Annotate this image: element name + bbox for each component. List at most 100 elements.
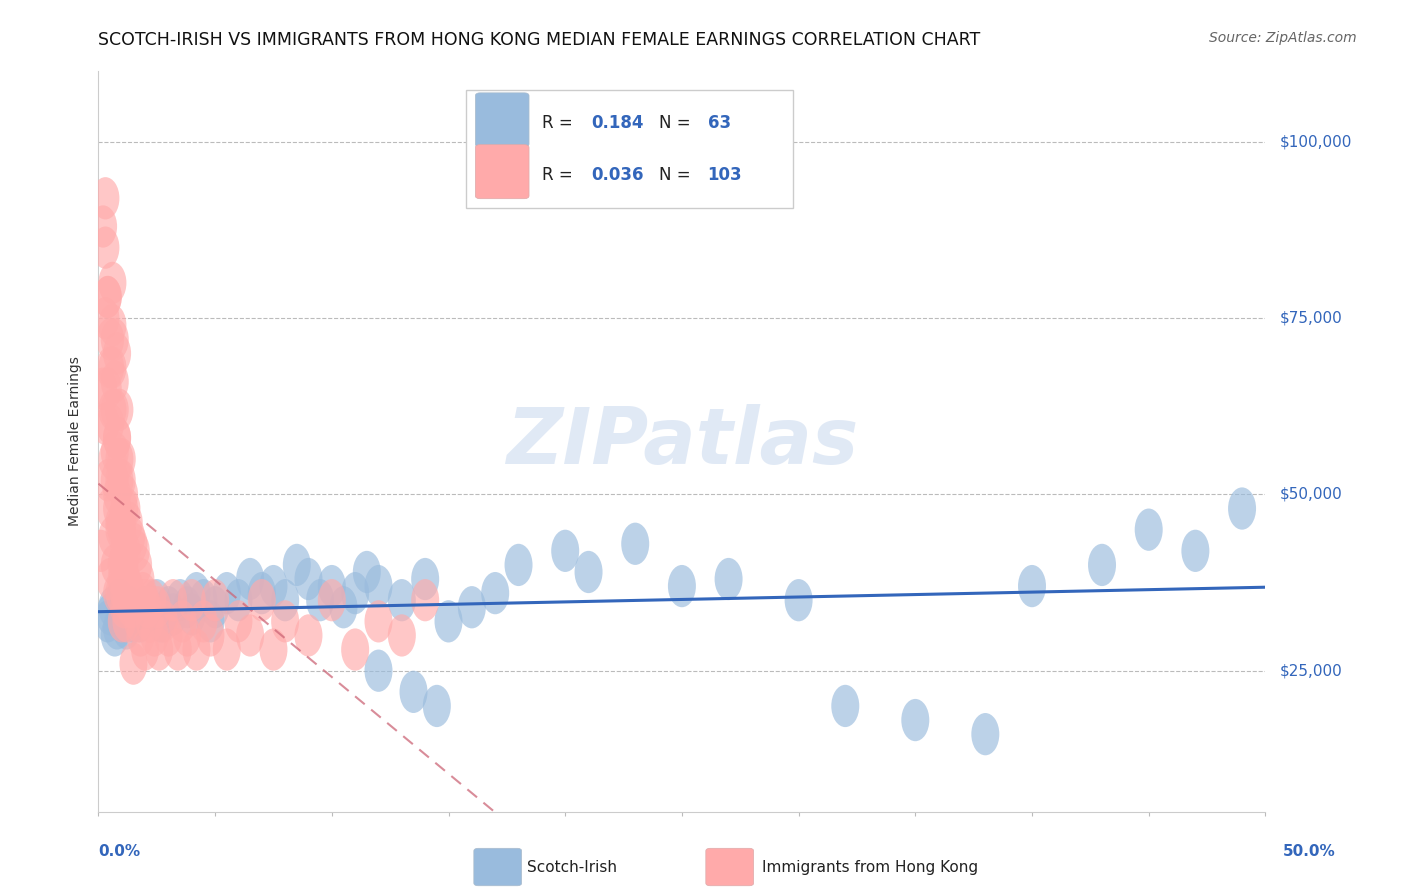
Ellipse shape xyxy=(972,713,1000,756)
Text: 63: 63 xyxy=(707,114,731,132)
Ellipse shape xyxy=(173,615,201,657)
Ellipse shape xyxy=(103,572,131,615)
Ellipse shape xyxy=(575,551,603,593)
Ellipse shape xyxy=(225,600,253,642)
Ellipse shape xyxy=(103,332,131,375)
Ellipse shape xyxy=(901,699,929,741)
Ellipse shape xyxy=(105,579,134,622)
Ellipse shape xyxy=(105,508,134,551)
Ellipse shape xyxy=(103,417,131,459)
Ellipse shape xyxy=(96,593,124,635)
Ellipse shape xyxy=(785,579,813,622)
Ellipse shape xyxy=(108,438,136,480)
Ellipse shape xyxy=(101,360,129,403)
Ellipse shape xyxy=(89,205,117,248)
Ellipse shape xyxy=(714,558,742,600)
Ellipse shape xyxy=(247,579,276,622)
Ellipse shape xyxy=(307,579,335,622)
Ellipse shape xyxy=(364,649,392,692)
Ellipse shape xyxy=(117,586,145,628)
Ellipse shape xyxy=(96,346,124,389)
Text: Immigrants from Hong Kong: Immigrants from Hong Kong xyxy=(762,860,979,874)
Ellipse shape xyxy=(98,516,127,558)
Ellipse shape xyxy=(148,600,176,642)
Ellipse shape xyxy=(94,459,122,501)
Ellipse shape xyxy=(1135,508,1163,551)
Ellipse shape xyxy=(131,586,159,628)
FancyBboxPatch shape xyxy=(475,93,529,147)
Ellipse shape xyxy=(1018,565,1046,607)
Ellipse shape xyxy=(98,261,127,304)
Ellipse shape xyxy=(329,586,357,628)
Ellipse shape xyxy=(166,579,194,622)
Ellipse shape xyxy=(831,685,859,727)
Ellipse shape xyxy=(225,579,253,622)
Ellipse shape xyxy=(112,487,141,530)
Ellipse shape xyxy=(294,615,322,657)
FancyBboxPatch shape xyxy=(465,90,793,209)
Ellipse shape xyxy=(212,628,240,671)
Ellipse shape xyxy=(101,615,129,657)
Text: $100,000: $100,000 xyxy=(1279,135,1351,149)
Ellipse shape xyxy=(110,544,138,586)
Ellipse shape xyxy=(108,544,136,586)
Ellipse shape xyxy=(112,607,141,649)
Ellipse shape xyxy=(173,586,201,628)
Ellipse shape xyxy=(668,565,696,607)
Ellipse shape xyxy=(169,600,197,642)
Ellipse shape xyxy=(115,586,143,628)
Ellipse shape xyxy=(105,438,134,480)
Ellipse shape xyxy=(143,579,170,622)
Ellipse shape xyxy=(96,487,124,530)
Ellipse shape xyxy=(145,628,173,671)
Ellipse shape xyxy=(150,600,177,642)
Ellipse shape xyxy=(294,558,322,600)
Ellipse shape xyxy=(260,565,287,607)
Ellipse shape xyxy=(163,628,191,671)
Ellipse shape xyxy=(105,459,134,501)
Ellipse shape xyxy=(91,297,120,339)
Ellipse shape xyxy=(103,607,131,649)
Ellipse shape xyxy=(247,572,276,615)
Ellipse shape xyxy=(124,600,152,642)
Ellipse shape xyxy=(136,593,163,635)
Ellipse shape xyxy=(1181,530,1209,572)
Ellipse shape xyxy=(91,403,120,445)
Ellipse shape xyxy=(112,579,141,622)
Ellipse shape xyxy=(236,615,264,657)
Ellipse shape xyxy=(108,558,136,600)
Ellipse shape xyxy=(98,586,127,628)
Ellipse shape xyxy=(342,628,370,671)
Ellipse shape xyxy=(94,368,122,409)
Ellipse shape xyxy=(190,600,218,642)
Ellipse shape xyxy=(271,579,299,622)
Ellipse shape xyxy=(105,572,134,615)
Text: $25,000: $25,000 xyxy=(1279,663,1343,678)
Ellipse shape xyxy=(138,579,166,622)
Ellipse shape xyxy=(129,572,157,615)
Ellipse shape xyxy=(1227,487,1256,530)
Ellipse shape xyxy=(101,389,129,431)
Ellipse shape xyxy=(103,474,131,516)
Text: Scotch-Irish: Scotch-Irish xyxy=(527,860,617,874)
Ellipse shape xyxy=(127,600,155,642)
Text: 0.0%: 0.0% xyxy=(98,845,141,859)
Ellipse shape xyxy=(115,501,143,544)
Text: N =: N = xyxy=(658,166,696,184)
Ellipse shape xyxy=(120,642,148,685)
Ellipse shape xyxy=(108,600,136,642)
Ellipse shape xyxy=(551,530,579,572)
Ellipse shape xyxy=(120,523,148,565)
Text: 103: 103 xyxy=(707,166,742,184)
Ellipse shape xyxy=(98,346,127,389)
Ellipse shape xyxy=(115,565,143,607)
Ellipse shape xyxy=(105,389,134,431)
Ellipse shape xyxy=(318,565,346,607)
Ellipse shape xyxy=(112,600,141,642)
Ellipse shape xyxy=(481,572,509,615)
Ellipse shape xyxy=(96,403,124,445)
Ellipse shape xyxy=(94,600,122,642)
Ellipse shape xyxy=(110,530,138,572)
Ellipse shape xyxy=(141,615,169,657)
Ellipse shape xyxy=(103,417,131,459)
